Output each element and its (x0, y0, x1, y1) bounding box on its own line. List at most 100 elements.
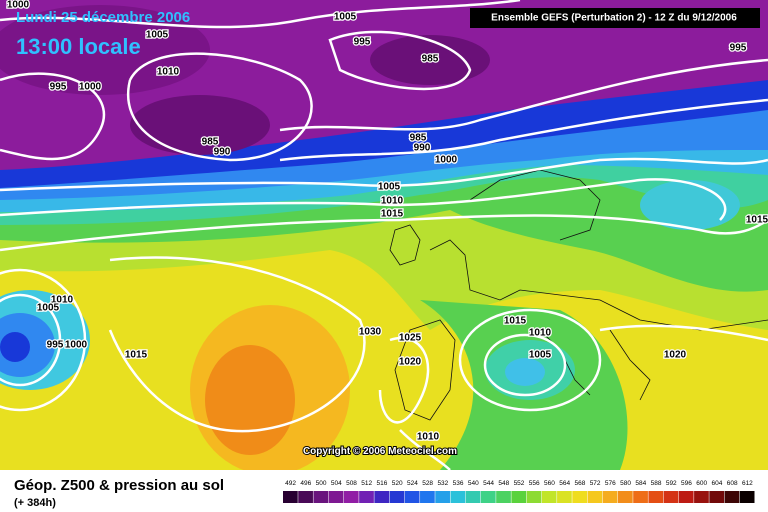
isobar-label: 985 (422, 54, 439, 65)
model-info: Ensemble GEFS (Perturbation 2) - 12 Z du… (491, 13, 737, 24)
colorbar-swatch (359, 491, 374, 503)
colorbar-swatch (678, 491, 694, 503)
colorbar-swatch (557, 491, 572, 503)
colorbar-label: 564 (559, 480, 570, 487)
colorbar-label: 596 (681, 480, 692, 487)
isobar-label: 995 (47, 340, 64, 351)
isobar-label: 990 (214, 147, 231, 158)
colorbar-swatch (511, 491, 527, 503)
colorbar-swatch (298, 491, 313, 503)
colorbar-label: 524 (407, 480, 418, 487)
colorbar-swatch (343, 491, 359, 503)
colorbar-label: 604 (712, 480, 723, 487)
isobar-label: 1010 (51, 295, 74, 306)
colorbar-label: 576 (605, 480, 616, 487)
colorbar-swatch (465, 491, 481, 503)
colorbar-swatch (648, 491, 664, 503)
isobar-label: 1005 (378, 182, 401, 193)
colorbar-swatch (694, 491, 709, 503)
colorbar-label: 496 (300, 480, 311, 487)
colorbar-swatch (420, 491, 435, 503)
colorbar-swatch (587, 491, 603, 503)
isobar-label: 1010 (529, 328, 552, 339)
colorbar-swatch (724, 491, 740, 503)
copyright: Copyright © 2006 Meteociel.com (303, 446, 457, 457)
colorbar-swatch (709, 491, 725, 503)
colorbar-label: 536 (453, 480, 464, 487)
time: 13:00 locale (16, 34, 141, 59)
colorbar-label: 568 (574, 480, 585, 487)
colorbar-swatch (389, 491, 405, 503)
colorbar-label: 556 (529, 480, 540, 487)
footer-title: Géop. Z500 & pression au sol (14, 477, 224, 494)
colorbar-label: 560 (544, 480, 555, 487)
isobar-label: 1005 (146, 30, 169, 41)
colorbar-label: 520 (392, 480, 403, 487)
colorbar-label: 600 (696, 480, 707, 487)
colorbar-swatch (572, 491, 588, 503)
colorbar-swatch (404, 491, 420, 503)
isobar-label: 990 (414, 143, 431, 154)
colorbar-swatch (313, 491, 329, 503)
isobar-label: 1015 (125, 350, 148, 361)
isobar-label: 1005 (529, 350, 552, 361)
colorbar-label: 548 (498, 480, 509, 487)
colorbar-label: 584 (635, 480, 646, 487)
colorbar-swatch (541, 491, 557, 503)
colorbar-label: 508 (346, 480, 357, 487)
colorbar-label: 608 (727, 480, 738, 487)
isobar-label: 1015 (746, 215, 768, 226)
colorbar-swatch (739, 491, 755, 503)
isobar-label: 985 (410, 133, 427, 144)
colorbar-swatch (496, 491, 511, 503)
colorbar-label: 552 (514, 480, 525, 487)
isobar-label: 1000 (79, 82, 102, 93)
coastlines (389, 169, 768, 421)
isobar-label: 1000 (65, 340, 88, 351)
isobar-label: 1015 (381, 209, 404, 220)
colorbar-swatch (450, 491, 466, 503)
colorbar-swatch (663, 491, 679, 503)
isobar-label: 985 (202, 137, 219, 148)
isobar-label: 995 (354, 37, 371, 48)
colorbar-swatch (633, 491, 648, 503)
isobar-label: 1020 (399, 357, 422, 368)
colorbar-swatch (435, 491, 450, 503)
isobar-label: 1010 (381, 196, 404, 207)
colorbar-label: 588 (651, 480, 662, 487)
colorbar-label: 572 (590, 480, 601, 487)
isobar-label: 1030 (359, 327, 382, 338)
colorbar-label: 612 (742, 480, 753, 487)
colorbar-swatch (602, 491, 618, 503)
colorbar-swatch (526, 491, 542, 503)
isobar-label: 1025 (399, 333, 422, 344)
colorbar-label: 512 (361, 480, 372, 487)
colorbar-swatch (283, 491, 298, 503)
colorbar-label: 592 (666, 480, 677, 487)
colorbar-swatch (480, 491, 496, 503)
colorbar-label: 540 (468, 480, 479, 487)
colorbar-swatch (374, 491, 390, 503)
isobar-label: 995 (50, 82, 67, 93)
isobar-label: 1005 (334, 12, 357, 23)
colorbar-label: 504 (331, 480, 342, 487)
colorbar-label: 580 (620, 480, 631, 487)
isobar-label: 1020 (664, 350, 687, 361)
isobar-label: 1015 (504, 316, 527, 327)
colorbar-swatch (617, 491, 633, 503)
isobar-label: 1000 (435, 155, 458, 166)
isobar-label: 1010 (157, 67, 180, 78)
isobar-label: 995 (730, 43, 747, 54)
isobars (0, 0, 768, 433)
colorbar: 492 496 500 504 508 512 516 520 524 528 532 536 540 5… (283, 480, 755, 503)
colorbar-label: 516 (377, 480, 388, 487)
lead-time: (+ 384h) (14, 497, 56, 509)
colorbar-swatch (328, 491, 344, 503)
colorbar-label: 544 (483, 480, 494, 487)
colorbar-label: 528 (422, 480, 433, 487)
isobar-label: 1005 (37, 303, 60, 314)
date: Lundi 25 décembre 2006 (16, 9, 190, 26)
isobar-label: 1000 (7, 0, 30, 11)
